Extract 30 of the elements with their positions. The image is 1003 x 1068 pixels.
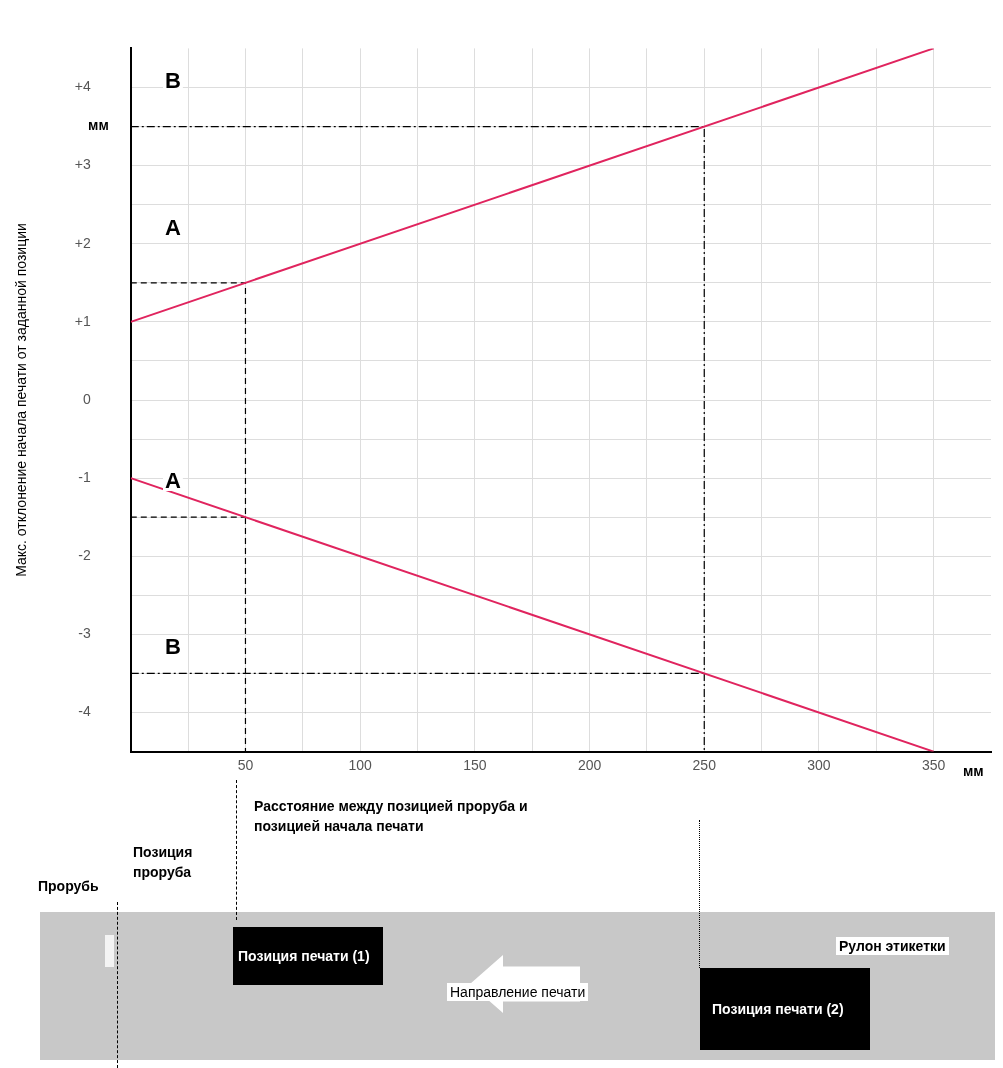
y-tick-label: +2	[74, 234, 91, 251]
annotation: A	[165, 468, 181, 493]
annotation: A	[165, 215, 181, 240]
text: мм	[88, 117, 109, 134]
y-axis-title: Макс. отклонение начала печати от заданной позиции	[13, 223, 30, 577]
text: Позиция проруба	[133, 843, 194, 882]
text: Прорубь	[38, 878, 99, 894]
x-tick-label: 200	[577, 756, 602, 773]
x-tick-label: 300	[807, 756, 831, 773]
y-tick-label: 0	[82, 390, 91, 407]
y-tick-label: +3	[74, 156, 91, 173]
x-tick-label: 50	[237, 756, 254, 773]
x-axis-title: Расстояние между позицией проруба и позицией начала печати	[254, 797, 529, 836]
annotation: B	[165, 634, 181, 659]
x-tick-label: 100	[348, 756, 373, 773]
text: Направление печати	[447, 983, 589, 1001]
text: Позиция печати (1)	[236, 947, 372, 965]
y-tick-label: -2	[78, 547, 91, 564]
y-tick-label: +4	[74, 78, 91, 95]
text: мм	[963, 763, 984, 780]
annotation: B	[165, 68, 181, 93]
text: Рулон этикетки	[836, 937, 949, 955]
x-tick-label: 350	[921, 756, 946, 773]
y-tick-label: -4	[78, 703, 91, 720]
text: Позиция печати (2)	[710, 1000, 846, 1018]
y-tick-label: -3	[78, 625, 91, 642]
y-tick-label: -1	[78, 468, 91, 485]
x-tick-label: 250	[692, 756, 717, 773]
y-tick-label: +1	[74, 312, 91, 329]
x-tick-label: 150	[463, 756, 487, 773]
